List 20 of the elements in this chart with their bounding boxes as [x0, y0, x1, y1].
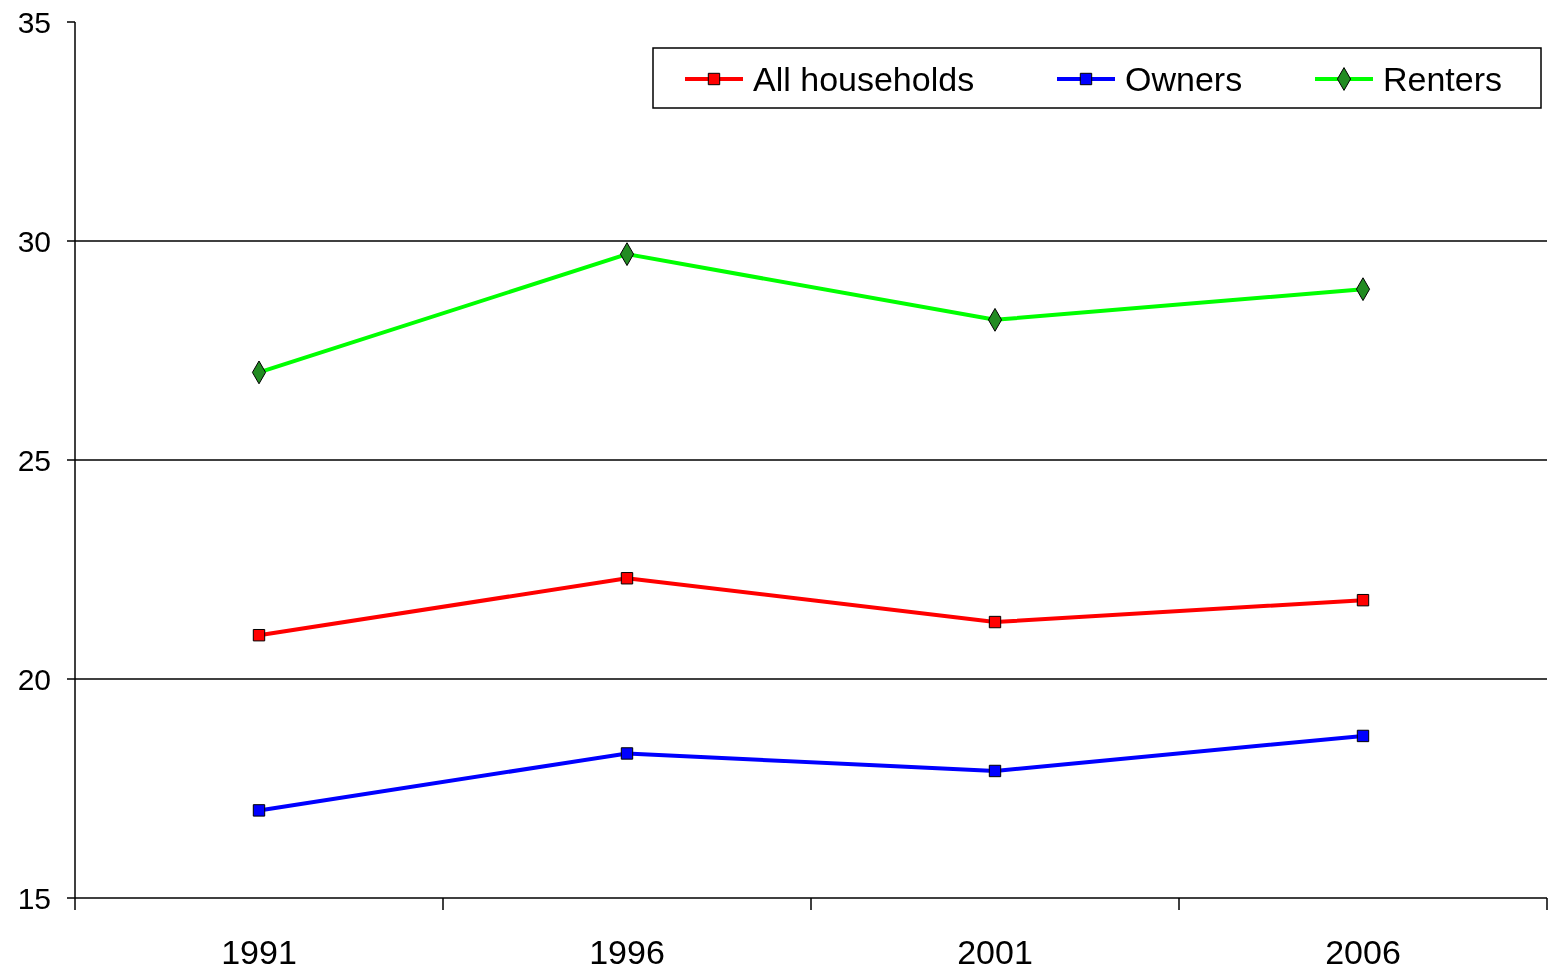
point	[988, 764, 1002, 778]
legend-label: Owners	[1125, 59, 1243, 98]
point	[1356, 729, 1370, 743]
y-tick-label: 25	[17, 443, 51, 477]
point	[1356, 593, 1370, 607]
point	[620, 747, 634, 760]
y-tick-label: 35	[17, 5, 51, 39]
point	[252, 804, 266, 817]
x-tick-label: 2001	[957, 933, 1033, 971]
point	[620, 572, 634, 585]
point	[988, 615, 1002, 629]
x-tick-label: 1991	[221, 933, 297, 971]
y-tick-label: 20	[17, 662, 51, 696]
y-tick-label: 15	[17, 881, 51, 915]
point	[252, 629, 266, 642]
x-tick-label: 1996	[589, 933, 665, 971]
y-tick-label: 30	[17, 224, 51, 258]
x-tick-label: 2006	[1325, 933, 1401, 971]
legend-label: All households	[753, 59, 975, 98]
legend-label: Renters	[1383, 59, 1503, 98]
